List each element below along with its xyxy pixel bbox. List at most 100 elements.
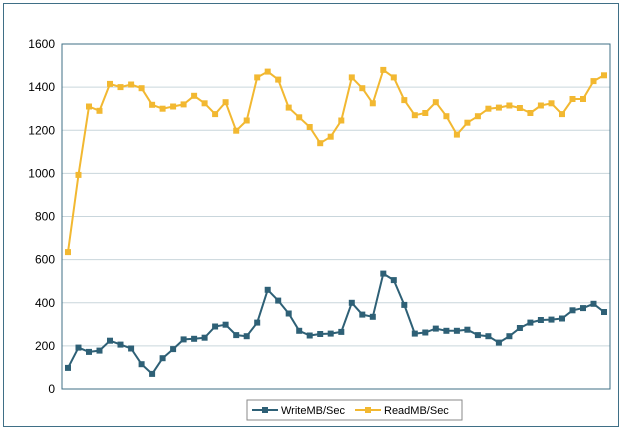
data-point-writemb-sec-30 (380, 270, 387, 277)
data-point-readmb-sec-31 (390, 74, 397, 81)
data-point-writemb-sec-45 (537, 317, 544, 323)
data-point-writemb-sec-51 (601, 309, 607, 315)
gridlines (62, 86, 610, 347)
legend-box (246, 399, 463, 421)
data-point-readmb-sec-50 (590, 78, 597, 85)
data-point-readmb-sec-44 (527, 110, 534, 116)
data-point-writemb-sec-33 (411, 330, 418, 337)
data-point-writemb-sec-6 (128, 345, 135, 352)
y-tick-label-400: 400 (35, 296, 55, 310)
data-point-readmb-sec-16 (233, 127, 240, 134)
data-point-writemb-sec-9 (159, 355, 166, 362)
data-point-writemb-sec-4 (107, 337, 113, 344)
data-point-writemb-sec-2 (86, 348, 92, 355)
data-point-writemb-sec-37 (453, 327, 460, 334)
data-point-writemb-sec-34 (422, 329, 429, 336)
data-point-readmb-sec-4 (107, 80, 113, 87)
data-point-readmb-sec-3 (96, 107, 103, 114)
data-point-writemb-sec-20 (275, 297, 282, 304)
legend-read-marker (365, 407, 371, 413)
data-point-writemb-sec-3 (96, 347, 103, 354)
data-point-readmb-sec-5 (117, 84, 124, 91)
data-point-writemb-sec-36 (443, 327, 450, 334)
series-layer (65, 66, 607, 377)
legend-read-label: ReadMB/Sec (384, 405, 449, 417)
data-point-writemb-sec-27 (348, 299, 355, 306)
data-point-readmb-sec-7 (138, 85, 145, 92)
series-line-writemb-sec (67, 272, 605, 375)
y-tick-label-1200: 1200 (28, 123, 55, 137)
y-tick-label-200: 200 (35, 339, 55, 353)
data-point-readmb-sec-36 (443, 113, 450, 120)
series-readmb-sec (65, 66, 607, 256)
data-point-readmb-sec-25 (327, 133, 334, 140)
chart-frame: 0 200 400 600 800 1000 1200 1400 1600 WriteMB/Se… (3, 3, 619, 427)
data-point-writemb-sec-22 (296, 327, 303, 334)
data-point-readmb-sec-2 (86, 103, 92, 110)
plot-area-border (61, 43, 611, 390)
data-point-readmb-sec-41 (495, 104, 502, 111)
data-point-readmb-sec-28 (359, 85, 366, 92)
data-point-writemb-sec-29 (369, 313, 376, 320)
data-point-readmb-sec-22 (296, 114, 303, 121)
data-point-writemb-sec-14 (212, 323, 219, 330)
data-point-writemb-sec-46 (548, 316, 555, 323)
data-point-writemb-sec-41 (495, 339, 502, 346)
data-point-readmb-sec-34 (422, 110, 429, 116)
data-point-writemb-sec-49 (580, 305, 586, 312)
series-writemb-sec (65, 270, 607, 377)
data-point-readmb-sec-45 (537, 102, 544, 109)
data-point-readmb-sec-17 (243, 117, 250, 124)
data-point-readmb-sec-9 (159, 105, 166, 112)
data-point-writemb-sec-5 (117, 341, 124, 348)
y-tick-label-1600: 1600 (28, 37, 55, 51)
data-point-readmb-sec-19 (264, 68, 271, 75)
data-point-writemb-sec-35 (432, 325, 439, 332)
data-point-readmb-sec-49 (580, 96, 586, 102)
data-point-writemb-sec-31 (390, 277, 397, 284)
data-point-readmb-sec-26 (338, 117, 345, 124)
y-axis: 0 200 400 600 800 1000 1200 1400 1600 (28, 37, 55, 396)
data-point-readmb-sec-1 (75, 171, 82, 178)
y-tick-label-600: 600 (35, 253, 55, 267)
data-point-writemb-sec-42 (506, 333, 513, 340)
data-point-readmb-sec-42 (506, 102, 513, 109)
data-point-writemb-sec-19 (264, 286, 271, 293)
data-point-readmb-sec-14 (212, 111, 219, 118)
data-point-readmb-sec-10 (170, 103, 177, 110)
data-point-writemb-sec-24 (317, 331, 324, 337)
data-point-writemb-sec-1 (75, 344, 82, 351)
data-point-readmb-sec-0 (65, 249, 71, 256)
legend: WriteMB/Sec ReadMB/Sec (246, 399, 463, 421)
data-point-writemb-sec-43 (516, 325, 523, 331)
data-point-readmb-sec-40 (485, 105, 492, 112)
data-point-readmb-sec-13 (201, 100, 208, 107)
data-point-writemb-sec-0 (65, 364, 71, 371)
data-point-writemb-sec-39 (474, 332, 481, 339)
data-point-writemb-sec-25 (327, 330, 334, 337)
data-point-readmb-sec-32 (401, 97, 408, 104)
data-point-readmb-sec-46 (548, 100, 555, 107)
y-tick-label-1000: 1000 (28, 166, 55, 180)
data-point-writemb-sec-21 (285, 310, 292, 317)
data-point-writemb-sec-8 (149, 370, 156, 377)
data-point-readmb-sec-29 (369, 100, 376, 107)
data-point-readmb-sec-11 (180, 101, 187, 108)
y-tick-label-1400: 1400 (28, 80, 55, 94)
data-point-readmb-sec-21 (285, 104, 292, 111)
data-point-writemb-sec-26 (338, 328, 345, 335)
data-point-readmb-sec-43 (516, 105, 523, 111)
data-point-writemb-sec-28 (359, 311, 366, 318)
data-point-readmb-sec-48 (569, 96, 576, 102)
legend-item-read: ReadMB/Sec (355, 405, 449, 417)
data-point-writemb-sec-23 (306, 332, 313, 339)
legend-write-marker (262, 407, 268, 413)
y-tick-label-0: 0 (48, 382, 55, 396)
data-point-writemb-sec-18 (254, 319, 261, 326)
data-point-writemb-sec-15 (222, 321, 229, 328)
data-point-readmb-sec-35 (432, 99, 439, 106)
data-point-writemb-sec-32 (401, 301, 408, 308)
y-tick-label-800: 800 (35, 210, 55, 224)
data-point-writemb-sec-38 (464, 326, 471, 333)
data-point-writemb-sec-44 (527, 319, 534, 326)
